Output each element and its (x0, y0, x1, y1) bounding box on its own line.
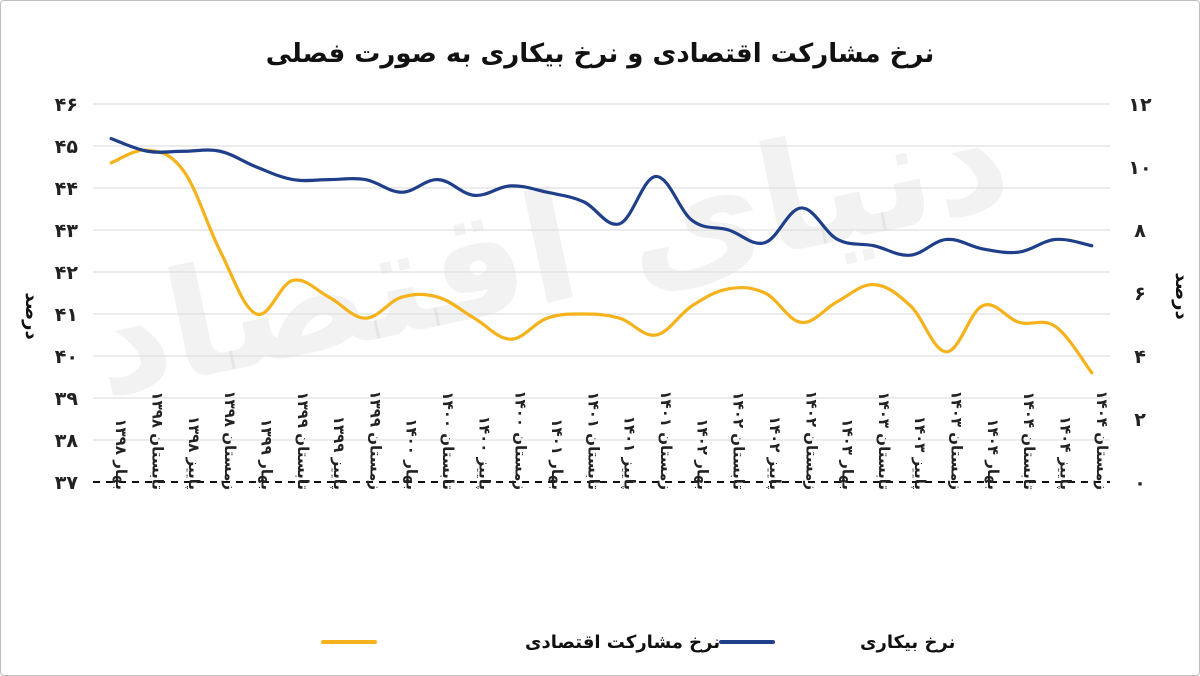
x-tick-label: بهار ۱۳۹۸ (112, 418, 130, 490)
left-tick-label: ۴۶ (55, 94, 78, 116)
right-tick-label: ۲ (1134, 409, 1146, 431)
left-tick-label: ۴۵ (55, 136, 79, 158)
x-tick-label: بهار ۱۴۰۰ (403, 418, 421, 490)
legend-label-unemployment: نرخ بیکاری (860, 632, 955, 653)
series-line-unemployment (109, 137, 1094, 257)
x-tick-label: پاییز ۱۴۰۳ (910, 416, 929, 490)
legend-item-participation: نرخ مشارکت اقتصادی (321, 632, 720, 653)
left-tick-label: ۴۲ (55, 262, 79, 284)
series-lines (109, 137, 1094, 375)
x-tick-label: پاییز ۱۳۹۹ (329, 416, 348, 490)
left-tick-label: ۳۹ (55, 388, 79, 410)
left-tick-label: ۴۱ (55, 304, 78, 326)
x-tick-label: زمستان ۱۴۰۲ (802, 390, 820, 490)
x-tick-label: بهار ۱۳۹۹ (257, 418, 275, 490)
left-tick-label: ۳۷ (55, 472, 79, 494)
left-tick-label: ۳۸ (55, 430, 79, 452)
x-tick-label: زمستان ۱۴۰۱ (657, 390, 675, 490)
chart-title: نرخ مشارکت اقتصادی و نرخ بیکاری به صورت … (266, 39, 935, 69)
x-tick-label: بهار ۱۴۰۳ (839, 418, 857, 490)
x-tick-label: بهار ۱۴۰۴ (984, 418, 1002, 490)
right-tick-label: ۰ (1134, 472, 1146, 494)
right-tick-label: ۴ (1134, 346, 1146, 368)
x-tick-label: تابستان ۱۴۰۱ (584, 391, 602, 490)
left-axis-ticks: ۳۷ ۳۸ ۳۹ ۴۰ ۴۱ ۴۲ ۴۳ ۴۴ ۴۵ ۴۶ (55, 94, 79, 494)
left-tick-label: ۴۴ (55, 178, 78, 200)
left-tick-label: ۴۰ (55, 346, 78, 368)
watermark-text: دنیای اقتصاد (75, 68, 1023, 432)
gridlines (93, 103, 1110, 483)
right-tick-label: ۶ (1134, 283, 1146, 305)
legend-label-participation: نرخ مشارکت اقتصادی (525, 632, 720, 653)
x-tick-label: تابستان ۱۴۰۴ (1020, 391, 1038, 490)
x-tick-label: زمستان ۱۴۰۳ (948, 390, 966, 490)
left-axis-label: درصد (21, 292, 42, 339)
left-tick-label: ۴۳ (55, 220, 79, 242)
x-tick-label: زمستان ۱۳۹۹ (366, 390, 384, 490)
series-line-participation (109, 148, 1094, 375)
right-tick-label: ۸ (1134, 220, 1146, 242)
x-tick-label: تابستان ۱۳۹۸ (148, 391, 166, 490)
right-tick-label: ۱۲ (1128, 94, 1152, 116)
x-tick-label: پاییز ۱۴۰۲ (765, 416, 784, 490)
x-tick-label: تابستان ۱۳۹۹ (294, 391, 312, 490)
x-tick-label: بهار ۱۴۰۱ (548, 418, 566, 490)
x-tick-label: زمستان ۱۳۹۸ (221, 390, 239, 490)
x-tick-label: پاییز ۱۴۰۱ (620, 416, 639, 490)
x-tick-label: پاییز ۱۴۰۴ (1056, 416, 1075, 490)
x-tick-label: بهار ۱۴۰۲ (693, 418, 711, 490)
legend-item-unemployment: نرخ بیکاری (719, 632, 955, 653)
x-tick-label: زمستان ۱۴۰۴ (1093, 390, 1111, 490)
legend: نرخ مشارکت اقتصادی نرخ بیکاری (321, 632, 955, 653)
x-tick-label: تابستان ۱۴۰۳ (875, 391, 893, 490)
right-axis-label: درصد (1171, 272, 1192, 319)
x-tick-label: پاییز ۱۳۹۸ (184, 416, 203, 490)
x-tick-label: تابستان ۱۴۰۲ (730, 391, 748, 490)
right-tick-label: ۱۰ (1128, 157, 1151, 179)
x-tick-label: تابستان ۱۴۰۰ (439, 391, 457, 490)
x-axis-ticks: بهار ۱۳۹۸ تابستان ۱۳۹۸ پاییز ۱۳۹۸ زمستان ۱۳… (112, 390, 1111, 490)
x-tick-label: پاییز ۱۴۰۰ (474, 416, 493, 490)
watermark: دنیای اقتصاد (75, 68, 1023, 432)
right-axis-ticks: ۰ ۲ ۴ ۶ ۸ ۱۰ ۱۲ (1128, 94, 1152, 494)
x-tick-label: زمستان ۱۴۰۰ (512, 390, 530, 490)
